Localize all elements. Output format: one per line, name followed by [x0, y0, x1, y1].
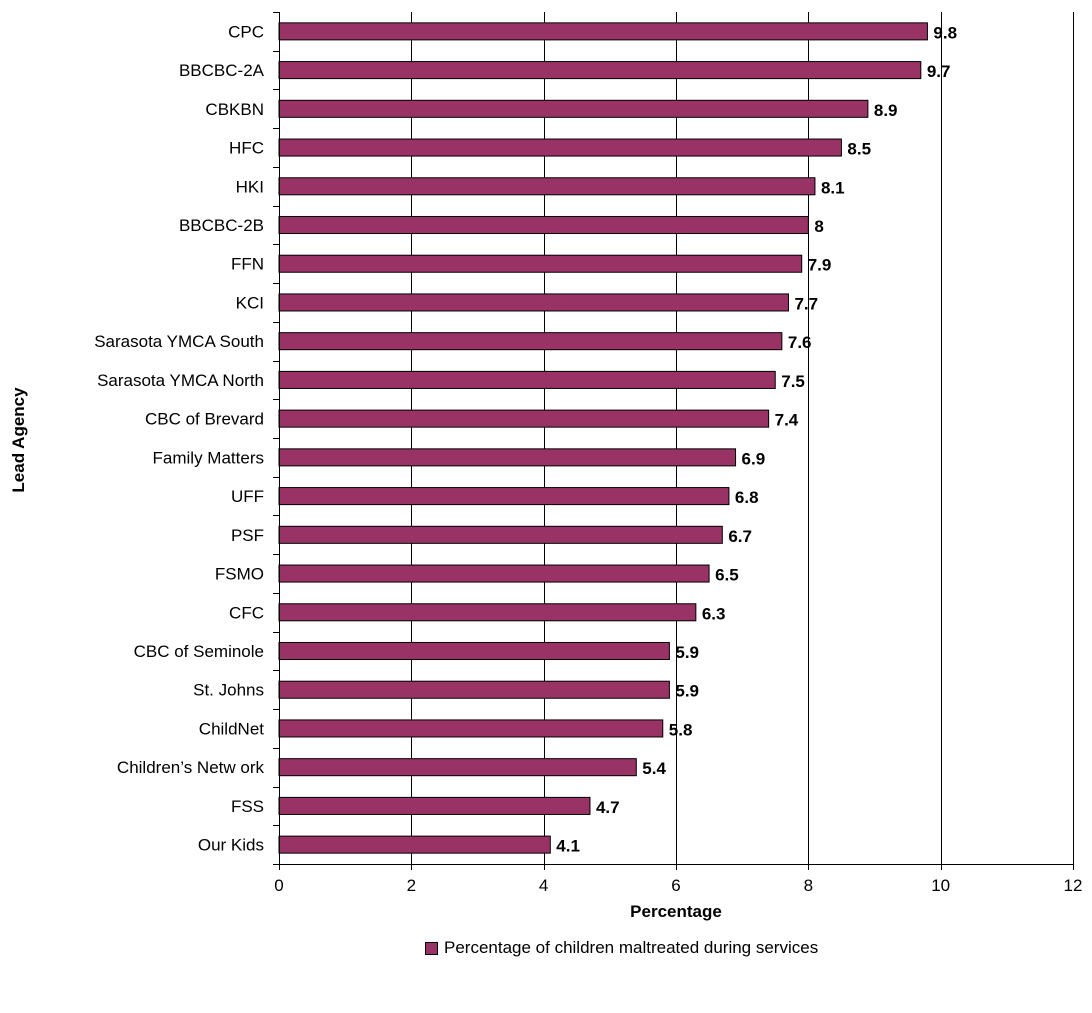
- legend-swatch: [425, 941, 438, 955]
- data-label: 4.7: [596, 798, 620, 817]
- bar: [278, 680, 670, 699]
- bar: [278, 177, 816, 196]
- x-tick-label: 8: [804, 876, 813, 895]
- bar: [278, 448, 737, 467]
- data-label: 8.5: [847, 140, 871, 159]
- bar: [278, 215, 809, 235]
- category-label: Sarasota YMCA North: [97, 371, 264, 390]
- category-label: UFF: [231, 487, 264, 506]
- category-label: CPC: [228, 22, 264, 41]
- bar: [278, 409, 770, 428]
- x-tick-label: 12: [1064, 876, 1083, 895]
- category-label: BBCBC-2A: [179, 61, 265, 80]
- legend: Percentage of children maltreated during…: [425, 938, 818, 958]
- category-label: CFC: [229, 603, 264, 622]
- data-label: 5.9: [675, 643, 699, 662]
- category-label: HKI: [236, 177, 264, 196]
- category-label: FSMO: [215, 565, 264, 584]
- tick-labels: 0 2 4 6 8 10 12: [274, 876, 1082, 895]
- category-label: CBKBN: [205, 100, 264, 119]
- bar: [278, 564, 710, 583]
- data-label: 6.8: [735, 488, 759, 507]
- bar: [278, 293, 789, 312]
- category-label: Sarasota YMCA South: [94, 332, 264, 351]
- category-label: KCI: [236, 293, 264, 312]
- bar: [278, 758, 637, 777]
- category-label: Children’s Netw ork: [117, 758, 265, 777]
- category-label: PSF: [231, 526, 264, 545]
- bar: [278, 487, 730, 506]
- legend-label: Percentage of children maltreated during…: [444, 938, 819, 957]
- data-label: 7.6: [788, 333, 812, 352]
- x-tick-label: 2: [407, 876, 416, 895]
- category-label: CBC of Seminole: [134, 642, 264, 661]
- data-label: 9.7: [927, 62, 951, 81]
- category-label: St. Johns: [193, 681, 264, 700]
- x-tick-label: 4: [539, 876, 548, 895]
- category-label: Family Matters: [153, 448, 264, 467]
- bar: [278, 796, 591, 815]
- bar: [278, 835, 551, 854]
- x-tick-label: 6: [671, 876, 680, 895]
- bar: [278, 525, 723, 544]
- data-label: 4.1: [556, 837, 580, 856]
- data-label: 5.8: [669, 720, 693, 739]
- category-label: FFN: [231, 255, 264, 274]
- data-label: 7.9: [808, 256, 832, 275]
- data-label: 5.4: [642, 759, 666, 778]
- data-label: 6.9: [742, 449, 766, 468]
- data-label: 6.3: [702, 604, 726, 623]
- category-labels: CPC BBCBC-2A CBKBN HFC HKI BBCBC-2B FFN KCI Sara…: [94, 22, 264, 854]
- bar: [278, 603, 697, 622]
- bar: [278, 332, 783, 351]
- data-label: 7.4: [775, 411, 799, 430]
- axes: [273, 12, 1074, 870]
- bar: [278, 138, 842, 157]
- data-labels: 9.8 9.7 8.9 8.58.1 8 7.9 7.7 7.6 7.5 7.4 6.9 6.8 6.7…: [556, 23, 957, 855]
- x-tick-label: 0: [274, 876, 283, 895]
- bar: [278, 719, 664, 738]
- category-label: CBC of Brevard: [145, 410, 264, 429]
- bar: [278, 370, 776, 389]
- category-label: ChildNet: [199, 719, 264, 738]
- data-label: 6.5: [715, 566, 739, 585]
- data-label: 8: [814, 217, 823, 236]
- data-label: 7.7: [794, 294, 818, 313]
- bar: [278, 22, 928, 41]
- bar: [278, 641, 670, 661]
- y-axis-title: Lead Agency: [9, 387, 28, 493]
- category-label: BBCBC-2B: [179, 216, 264, 235]
- x-tick-label: 10: [931, 876, 950, 895]
- data-label: 5.9: [675, 682, 699, 701]
- bar: [278, 99, 869, 118]
- x-axis-title: Percentage: [630, 902, 722, 921]
- data-label: 8.1: [821, 178, 845, 197]
- category-label: Our Kids: [198, 836, 264, 855]
- bar: [278, 254, 803, 273]
- data-label: 9.8: [933, 23, 957, 42]
- bar: [278, 61, 922, 80]
- category-label: FSS: [231, 797, 264, 816]
- data-label: 6.7: [728, 527, 752, 546]
- data-label: 7.5: [781, 372, 805, 391]
- category-label: HFC: [229, 139, 264, 158]
- data-label: 8.9: [874, 101, 898, 120]
- bars: [278, 22, 928, 854]
